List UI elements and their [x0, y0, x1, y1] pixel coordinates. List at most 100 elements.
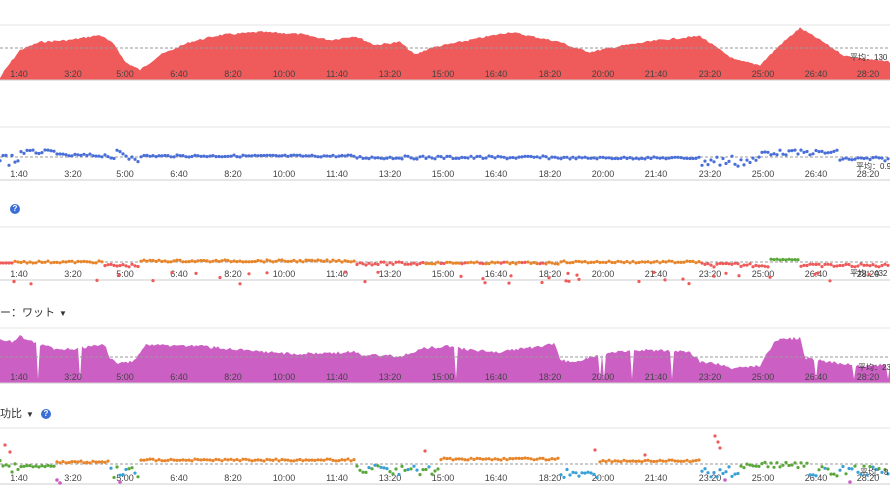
x-tick-label: 11:40 — [326, 169, 348, 179]
x-tick-label: 15:00 — [432, 473, 455, 483]
x-tick-label: 6:40 — [170, 69, 188, 79]
heart-rate-panel: 1:40 3:20 5:00 6:40 8:20 10:00 11:40 13:20 15:00… — [0, 0, 890, 90]
x-tick-label: 1:40 — [10, 69, 28, 79]
ratio-section-title[interactable]: 功比 ▼ ? — [0, 405, 51, 421]
x-tick-label: 8:20 — [224, 372, 242, 382]
x-tick-label: 21:40 — [645, 269, 668, 279]
x-tick-label: 21:40 — [645, 473, 668, 483]
x-tick-label: 5:00 — [116, 69, 134, 79]
x-tick-label: 13:20 — [379, 269, 402, 279]
x-tick-label: 25:00 — [752, 69, 775, 79]
balance-section-title: ? — [10, 203, 20, 215]
x-tick-label: 15:00 — [432, 269, 455, 279]
x-tick-label: 6:40 — [170, 169, 188, 179]
x-tick-label: 8:20 — [224, 269, 242, 279]
chevron-down-icon[interactable]: ▼ — [59, 309, 67, 318]
power-title-label: ー：ワット — [0, 307, 55, 319]
balance-metric-series — [0, 257, 890, 286]
x-tick-label: 5:00 — [116, 372, 134, 382]
x-tick-label: 26:40 — [805, 69, 828, 79]
x-tick-label: 18:20 — [539, 69, 562, 79]
x-tick-label: 25:00 — [752, 473, 775, 483]
x-tick-label: 11:40 — [326, 269, 348, 279]
x-tick-label: 8:20 — [224, 169, 242, 179]
x-tick-label: 10:00 — [273, 372, 296, 382]
x-tick-label: 1:40 — [10, 372, 28, 382]
x-tick-label: 26:40 — [805, 372, 828, 382]
x-tick-label: 26:40 — [805, 169, 828, 179]
x-tick-label: 3:20 — [64, 169, 82, 179]
x-tick-label: 1:40 — [10, 473, 28, 483]
x-tick-label: 20:00 — [592, 372, 615, 382]
balance-metric-panel: 1:40 3:20 5:00 6:40 8:20 10:00 11:40 13:20 15:00… — [0, 200, 890, 290]
x-tick-label: 6:40 — [170, 269, 188, 279]
x-tick-label: 11:40 — [326, 473, 348, 483]
x-tick-label: 13:20 — [379, 372, 402, 382]
x-tick-label: 20:00 — [592, 69, 615, 79]
power-chart: 1:40 3:20 5:00 6:40 8:20 10:00 11:40 13:20 15:00… — [0, 327, 890, 384]
x-tick-label: 1:40 — [10, 269, 28, 279]
x-tick-label: 3:20 — [64, 269, 82, 279]
ratio-panel: 1:40 3:20 5:00 6:40 8:20 10:00 11:40 13:20 15:00… — [0, 400, 890, 500]
x-tick-label: 25:00 — [752, 372, 775, 382]
x-tick-label: 23:20 — [699, 169, 722, 179]
x-tick-label: 18:20 — [539, 169, 562, 179]
x-tick-label: 16:40 — [485, 269, 508, 279]
x-tick-label: 6:40 — [170, 473, 188, 483]
ratio-series — [0, 434, 890, 485]
x-tick-label: 18:20 — [539, 269, 562, 279]
x-tick-label: 18:20 — [539, 473, 562, 483]
x-tick-label: 13:20 — [379, 169, 402, 179]
x-tick-label: 16:40 — [485, 473, 508, 483]
x-tick-label: 21:40 — [645, 169, 668, 179]
x-tick-label: 15:00 — [432, 372, 455, 382]
x-tick-label: 21:40 — [645, 372, 668, 382]
power-area — [0, 335, 890, 383]
x-tick-label: 15:00 — [432, 169, 455, 179]
balance-metric-chart: 1:40 3:20 5:00 6:40 8:20 10:00 11:40 13:20 15:00… — [0, 226, 890, 286]
x-tick-label: 28:20 — [857, 372, 880, 382]
power-section-title[interactable]: ー：ワット ▼ — [0, 304, 67, 320]
x-tick-label: 3:20 — [64, 473, 82, 483]
x-tick-label: 10:00 — [273, 69, 296, 79]
x-tick-label: 8:20 — [224, 69, 242, 79]
ratio-chart: 1:40 3:20 5:00 6:40 8:20 10:00 11:40 13:20 15:00… — [0, 427, 890, 485]
x-tick-label: 28:20 — [857, 473, 880, 483]
chevron-down-icon[interactable]: ▼ — [26, 410, 34, 419]
x-tick-label: 18:20 — [539, 372, 562, 382]
x-tick-label: 6:40 — [170, 372, 188, 382]
blue-metric-chart: 1:40 3:20 5:00 6:40 8:20 10:00 11:40 13:20 15:00… — [0, 126, 890, 181]
x-tick-label: 5:00 — [116, 169, 134, 179]
x-tick-label: 28:20 — [857, 69, 880, 79]
x-tick-label: 5:00 — [116, 269, 134, 279]
ratio-title-label: 功比 — [0, 408, 22, 420]
x-tick-label: 10:00 — [273, 169, 296, 179]
blue-metric-series — [0, 148, 890, 168]
x-tick-label: 11:40 — [326, 69, 348, 79]
x-tick-label: 8:20 — [224, 473, 242, 483]
x-tick-label: 5:00 — [116, 473, 134, 483]
x-tick-label: 20:00 — [592, 269, 615, 279]
x-tick-label: 16:40 — [485, 69, 508, 79]
heart-rate-chart: 1:40 3:20 5:00 6:40 8:20 10:00 11:40 13:20 15:00… — [0, 24, 890, 81]
x-tick-label: 28:20 — [857, 169, 880, 179]
x-tick-label: 11:40 — [326, 372, 348, 382]
x-tick-label: 3:20 — [64, 69, 82, 79]
x-tick-label: 13:20 — [379, 473, 402, 483]
x-tick-label: 13:20 — [379, 69, 402, 79]
heart-rate-area — [0, 27, 890, 80]
x-tick-label: 16:40 — [485, 372, 508, 382]
help-icon[interactable]: ? — [40, 409, 51, 420]
x-tick-label: 26:40 — [805, 473, 828, 483]
x-tick-label: 21:40 — [645, 69, 668, 79]
x-tick-label: 1:40 — [10, 169, 28, 179]
x-tick-label: 10:00 — [273, 269, 296, 279]
x-tick-label: 23:20 — [699, 372, 722, 382]
x-tick-label: 23:20 — [699, 269, 722, 279]
blue-metric-panel: 1:40 3:20 5:00 6:40 8:20 10:00 11:40 13:20 15:00… — [0, 100, 890, 190]
x-tick-label: 15:00 — [432, 69, 455, 79]
x-tick-label: 23:20 — [699, 69, 722, 79]
x-tick-label: 20:00 — [592, 473, 615, 483]
help-icon[interactable]: ? — [10, 204, 20, 215]
x-tick-label: 16:40 — [485, 169, 508, 179]
